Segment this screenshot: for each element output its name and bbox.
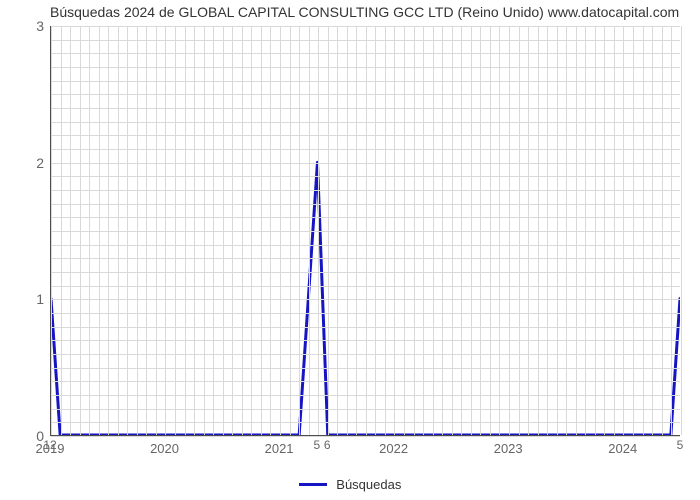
gridline-v	[433, 26, 434, 435]
gridline-v	[213, 26, 214, 435]
gridline-v	[471, 26, 472, 435]
gridline-v	[662, 26, 663, 435]
gridline-v	[223, 26, 224, 435]
y-tick-label: 2	[4, 155, 44, 171]
gridline-v	[165, 26, 166, 435]
gridline-v	[318, 26, 319, 435]
gridline-v	[99, 26, 100, 435]
gridline-v	[127, 26, 128, 435]
gridline-v	[80, 26, 81, 435]
gridline-v	[452, 26, 453, 435]
gridline-v	[614, 26, 615, 435]
gridline-v	[385, 26, 386, 435]
gridline-v	[480, 26, 481, 435]
gridline-v	[652, 26, 653, 435]
x-tick-label: 2022	[379, 441, 408, 456]
point-value-label: 6	[324, 438, 331, 452]
gridline-v	[270, 26, 271, 435]
gridline-v	[356, 26, 357, 435]
gridline-v	[280, 26, 281, 435]
gridline-v	[404, 26, 405, 435]
gridline-v	[137, 26, 138, 435]
gridline-v	[394, 26, 395, 435]
gridline-v	[337, 26, 338, 435]
gridline-v	[108, 26, 109, 435]
gridline-v	[51, 26, 52, 435]
x-tick-label: 2020	[150, 441, 179, 456]
gridline-v	[299, 26, 300, 435]
legend-label: Búsquedas	[336, 477, 401, 492]
gridline-v	[328, 26, 329, 435]
gridline-v	[261, 26, 262, 435]
x-tick-label: 2023	[494, 441, 523, 456]
y-tick-label: 3	[4, 18, 44, 34]
gridline-v	[423, 26, 424, 435]
gridline-v	[643, 26, 644, 435]
gridline-v	[604, 26, 605, 435]
gridline-v	[585, 26, 586, 435]
gridline-v	[232, 26, 233, 435]
point-value-label: 5	[314, 438, 321, 452]
gridline-v	[251, 26, 252, 435]
gridline-v	[366, 26, 367, 435]
x-tick-label: 2024	[608, 441, 637, 456]
legend-swatch	[299, 483, 327, 486]
gridline-v	[61, 26, 62, 435]
gridline-v	[547, 26, 548, 435]
gridline-h	[51, 436, 680, 437]
gridline-v	[118, 26, 119, 435]
gridline-v	[70, 26, 71, 435]
gridline-v	[557, 26, 558, 435]
gridline-v	[681, 26, 682, 435]
point-value-label: 5	[677, 438, 684, 452]
gridline-v	[633, 26, 634, 435]
gridline-v	[576, 26, 577, 435]
gridline-v	[194, 26, 195, 435]
gridline-v	[595, 26, 596, 435]
gridline-v	[519, 26, 520, 435]
gridline-v	[175, 26, 176, 435]
gridline-v	[375, 26, 376, 435]
y-tick-label: 1	[4, 291, 44, 307]
gridline-v	[185, 26, 186, 435]
gridline-v	[566, 26, 567, 435]
gridline-v	[347, 26, 348, 435]
gridline-v	[290, 26, 291, 435]
legend: Búsquedas	[0, 476, 700, 492]
gridline-v	[538, 26, 539, 435]
x-tick-label: 2021	[265, 441, 294, 456]
gridline-v	[623, 26, 624, 435]
chart-title: Búsquedas 2024 de GLOBAL CAPITAL CONSULT…	[50, 4, 679, 20]
searches-line-chart: Búsquedas 2024 de GLOBAL CAPITAL CONSULT…	[0, 0, 700, 500]
gridline-v	[309, 26, 310, 435]
point-value-label: 12	[43, 438, 56, 452]
gridline-v	[414, 26, 415, 435]
gridline-v	[461, 26, 462, 435]
gridline-v	[146, 26, 147, 435]
gridline-v	[204, 26, 205, 435]
gridline-v	[499, 26, 500, 435]
gridline-v	[528, 26, 529, 435]
gridline-v	[442, 26, 443, 435]
plot-area	[50, 26, 680, 436]
gridline-v	[509, 26, 510, 435]
gridline-v	[671, 26, 672, 435]
gridline-v	[89, 26, 90, 435]
gridline-v	[490, 26, 491, 435]
gridline-v	[156, 26, 157, 435]
gridline-v	[242, 26, 243, 435]
